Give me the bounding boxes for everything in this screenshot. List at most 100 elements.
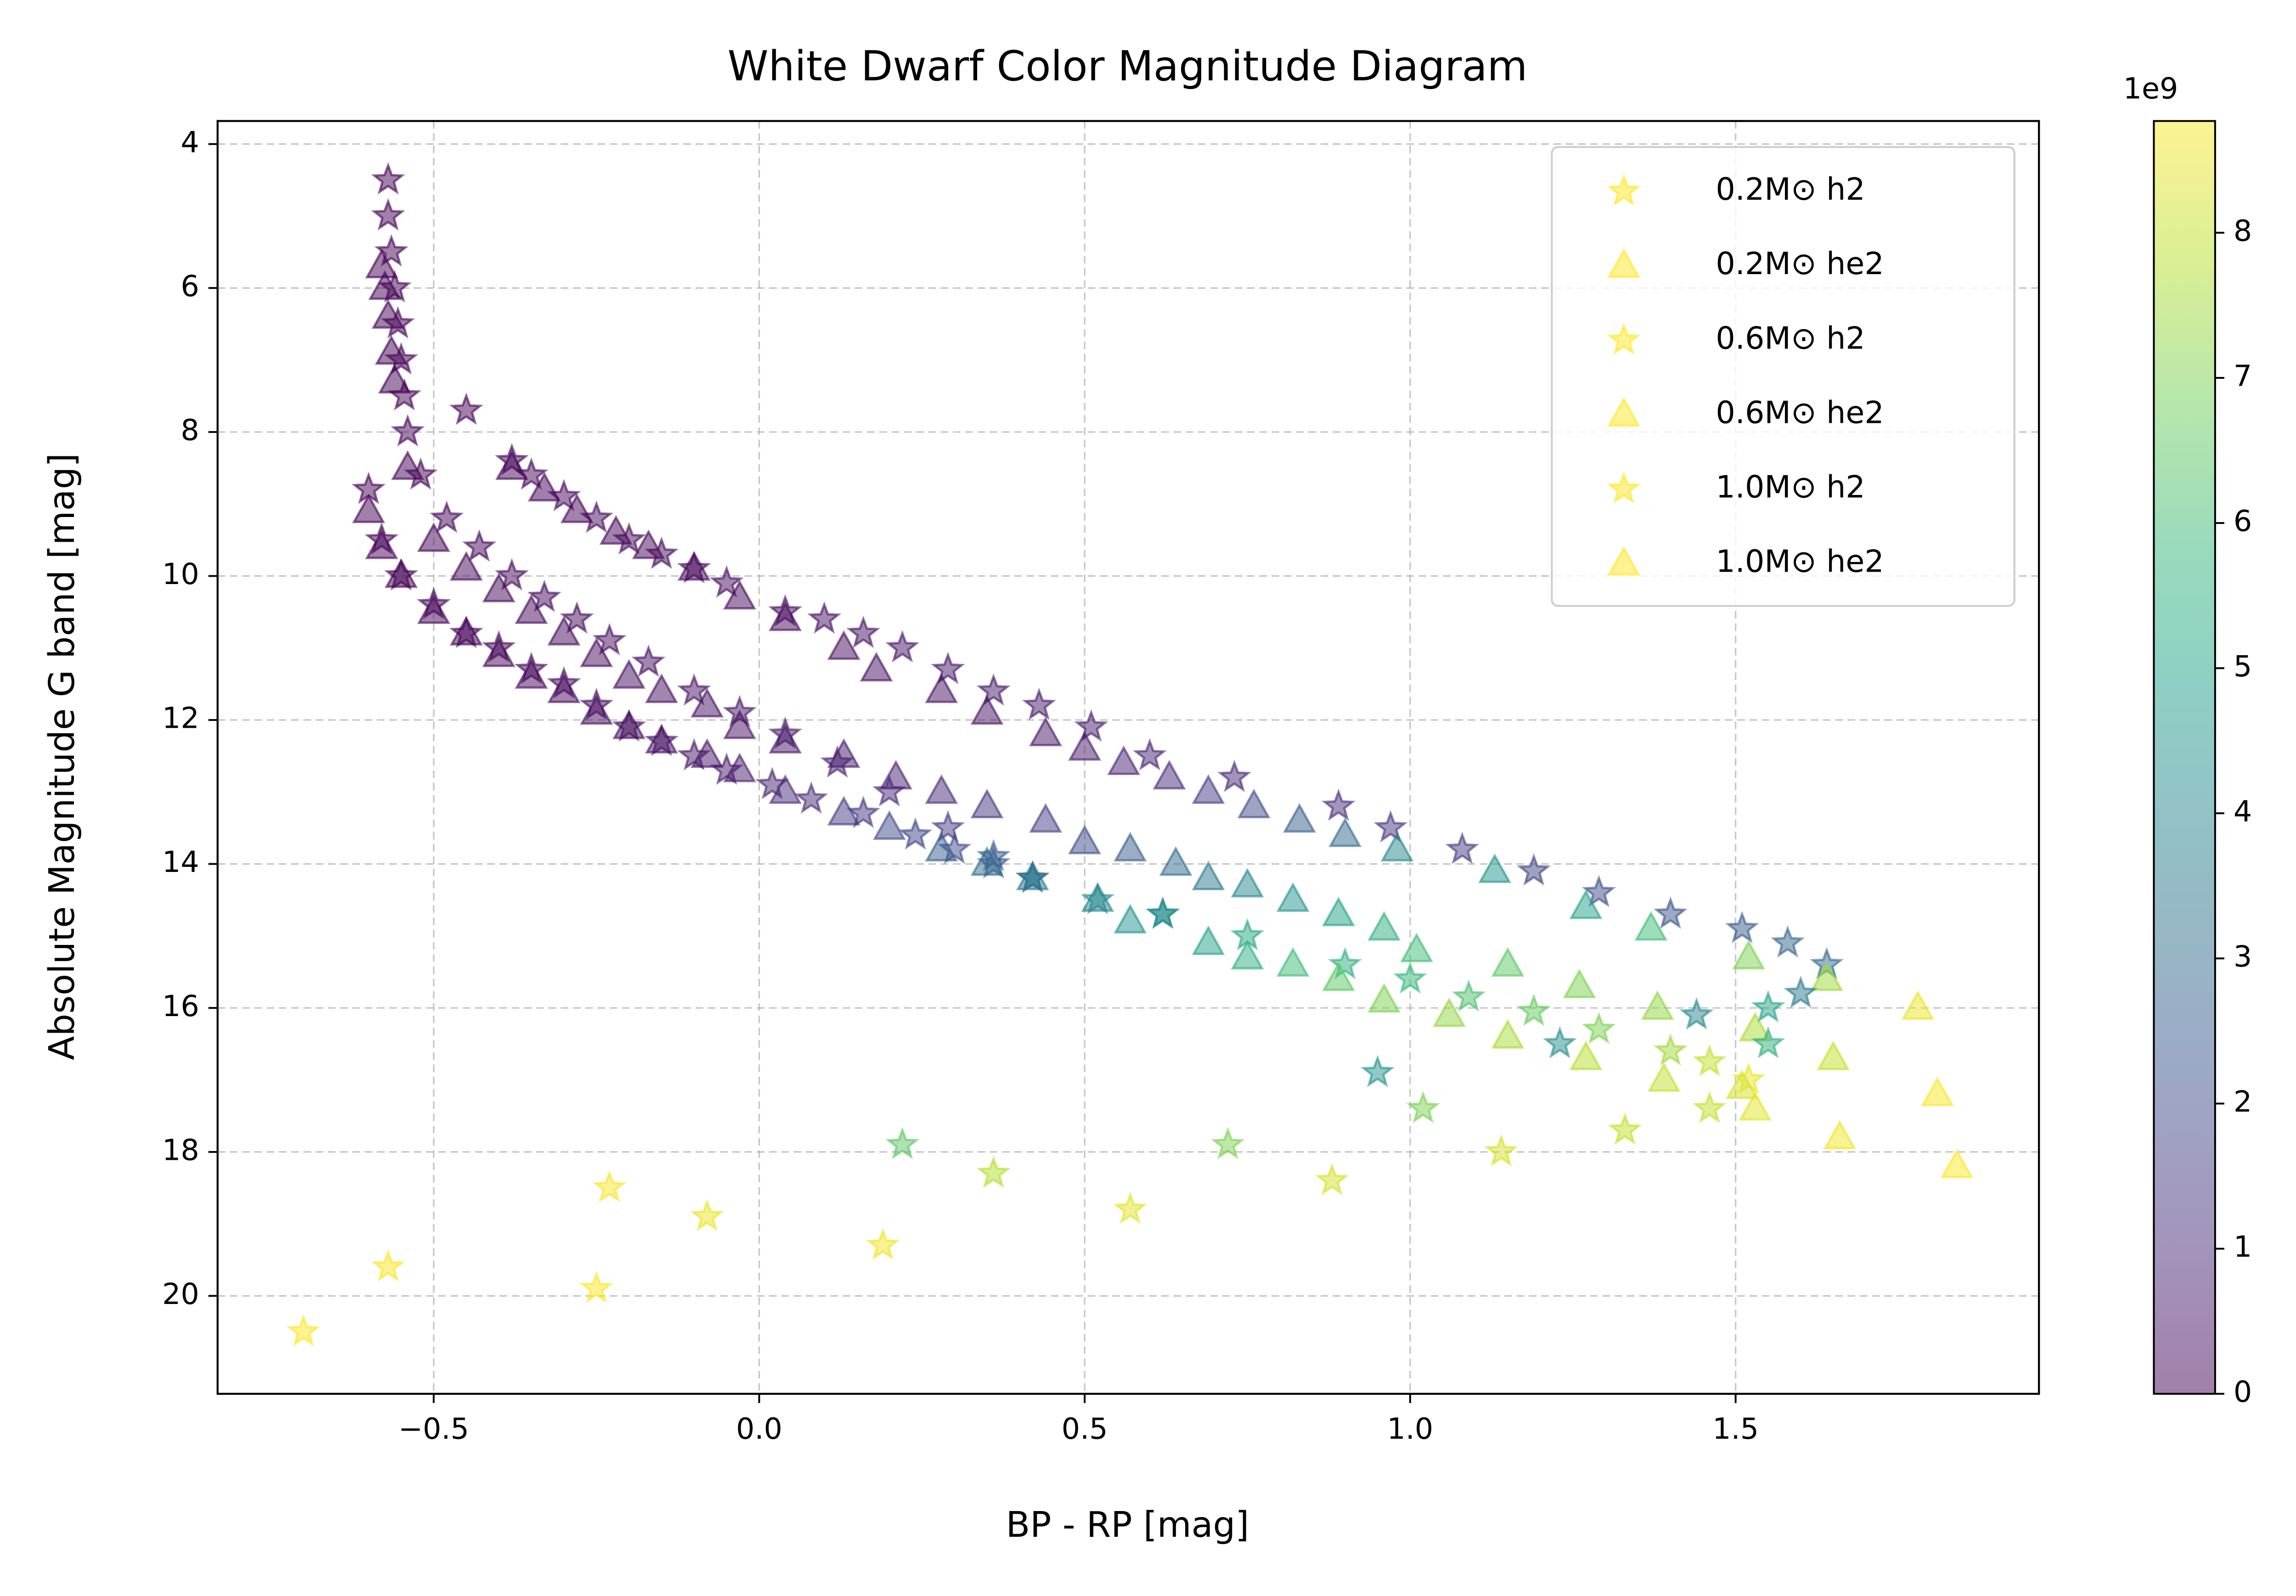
data-point — [1406, 1090, 1441, 1124]
data-point — [1114, 904, 1147, 933]
data-point — [632, 529, 665, 559]
data-point — [645, 673, 678, 703]
data-point — [925, 832, 958, 862]
data-point — [580, 695, 613, 725]
data-point — [970, 788, 1004, 819]
data-point — [1647, 1062, 1681, 1092]
data-point — [866, 1227, 900, 1260]
y-tick-label: 8 — [180, 413, 199, 447]
colorbar-tick-label: 7 — [2234, 359, 2252, 393]
data-point — [1328, 817, 1362, 847]
x-tick-label: −0.5 — [399, 1411, 469, 1445]
legend-label: 0.6M⊙ he2 — [1716, 394, 1884, 430]
data-point — [390, 414, 425, 447]
data-point — [690, 1199, 724, 1231]
data-point — [1692, 1044, 1727, 1077]
data-point — [709, 565, 744, 598]
data-point — [1022, 687, 1056, 720]
colorbar-tick-label: 2 — [2234, 1085, 2252, 1118]
legend-label: 0.2M⊙ he2 — [1716, 246, 1884, 281]
data-point — [599, 515, 633, 545]
data-point — [976, 673, 1011, 706]
data-point — [1445, 832, 1480, 864]
data-point — [1192, 860, 1225, 890]
data-point — [515, 594, 548, 624]
data-point — [612, 659, 646, 689]
data-point — [827, 738, 861, 768]
data-point — [1113, 1191, 1148, 1224]
data-point — [1491, 1019, 1525, 1049]
data-point — [1921, 1076, 1954, 1107]
data-point — [1276, 947, 1310, 977]
data-point — [1653, 1033, 1688, 1066]
x-tick-label: 1.0 — [1387, 1411, 1433, 1445]
data-point — [371, 1249, 405, 1282]
colorbar-tick-label: 5 — [2234, 649, 2252, 683]
data-point — [1810, 961, 1844, 991]
data-point — [1237, 788, 1271, 819]
data-point — [1725, 910, 1759, 944]
legend-marker — [1607, 248, 1641, 278]
data-point — [1582, 1012, 1616, 1044]
colorbar-tick-label: 8 — [2234, 214, 2252, 247]
data-point — [1367, 911, 1401, 941]
data-point — [885, 630, 920, 663]
data-point — [429, 500, 464, 533]
data-point — [580, 637, 613, 667]
series — [352, 493, 1974, 1179]
data-point — [1432, 997, 1466, 1027]
data-point — [879, 760, 912, 790]
data-point — [579, 1270, 613, 1304]
data-point — [970, 695, 1004, 725]
legend-marker — [1607, 322, 1641, 355]
colorbar-tick-label: 3 — [2234, 939, 2252, 973]
data-point — [1029, 716, 1062, 747]
data-point — [1817, 1040, 1850, 1070]
data-point — [1321, 788, 1356, 821]
data-point — [1784, 976, 1818, 1008]
plot-area — [287, 162, 1974, 1347]
data-point — [677, 673, 711, 706]
data-point — [885, 1127, 920, 1159]
data-point — [690, 738, 724, 768]
data-point — [384, 558, 418, 588]
data-point — [482, 573, 516, 602]
data-point — [1068, 825, 1102, 854]
data-point — [1217, 759, 1252, 792]
data-point — [495, 558, 529, 590]
data-point — [1283, 803, 1316, 833]
data-point — [970, 846, 1004, 876]
data-point — [612, 709, 646, 739]
data-point — [769, 774, 802, 804]
data-point — [1074, 709, 1109, 742]
data-point — [528, 472, 561, 502]
x-tick-label: 0.5 — [1062, 1411, 1108, 1445]
y-axis-label: Absolute Magnitude G band [mag] — [42, 453, 83, 1060]
colorbar-offset: 1e9 — [2123, 71, 2178, 105]
data-point — [1679, 997, 1714, 1030]
data-point — [547, 673, 580, 703]
data-point — [378, 364, 411, 393]
data-point — [1484, 1134, 1519, 1167]
legend-marker — [1607, 471, 1641, 504]
x-axis-label: BP - RP [mag] — [1006, 1505, 1249, 1545]
data-point — [371, 198, 405, 230]
data-point — [1016, 860, 1049, 890]
data-point — [677, 551, 711, 581]
x-tick-label: 0.0 — [736, 1411, 782, 1445]
legend-label: 1.0M⊙ h2 — [1716, 469, 1865, 505]
data-point — [449, 393, 484, 425]
data-point — [1107, 745, 1141, 775]
data-point — [1367, 983, 1401, 1013]
data-point — [371, 162, 405, 195]
data-point — [723, 709, 756, 739]
data-point — [374, 234, 409, 267]
data-point — [1192, 925, 1225, 955]
data-point — [1569, 1040, 1603, 1070]
data-point — [352, 493, 385, 523]
y-tick-label: 14 — [162, 845, 199, 879]
data-point — [1361, 1055, 1395, 1087]
data-point — [1940, 1148, 1974, 1179]
